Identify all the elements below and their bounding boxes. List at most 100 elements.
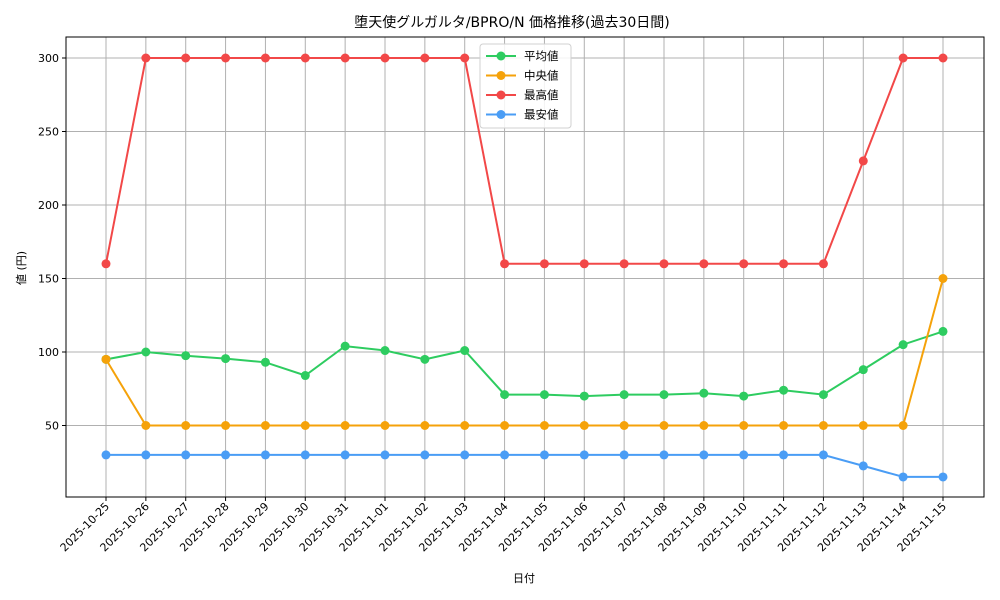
- data-point: [380, 450, 390, 460]
- data-point: [221, 450, 231, 460]
- legend-box: [479, 43, 572, 129]
- data-point: [699, 450, 709, 460]
- series-1: [101, 274, 948, 430]
- data-point: [779, 385, 789, 395]
- data-point: [460, 450, 470, 460]
- data-point: [539, 450, 549, 460]
- data-point: [898, 53, 908, 63]
- data-point: [739, 450, 749, 460]
- series-3: [101, 450, 948, 482]
- data-point: [619, 421, 629, 430]
- legend-item: 最高値: [486, 88, 559, 102]
- data-point: [938, 472, 948, 482]
- data-point: [500, 450, 510, 460]
- series-0: [101, 326, 948, 401]
- data-point: [181, 450, 191, 460]
- chart-title: 堕天使グルガルタ/BPRO/N 価格推移(過去30日間): [354, 14, 669, 31]
- data-point: [818, 450, 828, 460]
- data-point: [858, 365, 868, 375]
- data-point: [420, 450, 430, 460]
- data-point: [141, 421, 151, 430]
- data-point: [539, 421, 549, 430]
- data-point: [898, 340, 908, 350]
- data-point: [181, 421, 191, 430]
- legend-marker-icon: [496, 90, 506, 100]
- data-point: [380, 53, 390, 63]
- y-tick-label: 200: [38, 199, 59, 212]
- y-tick-label: 300: [38, 52, 59, 65]
- data-point: [818, 390, 828, 400]
- data-point: [539, 390, 549, 400]
- data-point: [181, 53, 191, 63]
- data-point: [500, 259, 510, 269]
- x-axis-label: 日付: [513, 572, 535, 585]
- data-point: [141, 53, 151, 63]
- legend-label: 平均値: [524, 49, 559, 63]
- series-line: [105, 57, 943, 265]
- data-point: [460, 346, 470, 356]
- data-point: [699, 421, 709, 430]
- data-point: [858, 421, 868, 430]
- data-point: [938, 274, 948, 283]
- data-point: [539, 259, 549, 269]
- data-point: [340, 421, 350, 430]
- data-point: [101, 450, 111, 460]
- data-point: [779, 421, 789, 430]
- legend-label: 最安値: [524, 108, 559, 122]
- y-tick-label: 150: [38, 273, 59, 286]
- y-tick-label: 100: [38, 346, 59, 359]
- data-point: [779, 450, 789, 460]
- plot-frame: [65, 36, 985, 498]
- data-point: [579, 450, 589, 460]
- data-point: [898, 421, 908, 430]
- data-point: [858, 461, 868, 471]
- data-point: [500, 390, 510, 400]
- data-point: [579, 391, 589, 401]
- legend-label: 最高値: [524, 88, 559, 102]
- series-2: [101, 53, 948, 269]
- data-point: [699, 388, 709, 398]
- data-point: [460, 53, 470, 63]
- legend-marker-icon: [496, 71, 506, 80]
- y-tick-label: 250: [38, 126, 59, 139]
- data-point: [300, 53, 310, 63]
- data-point: [699, 259, 709, 269]
- data-point: [420, 53, 430, 63]
- data-point: [221, 53, 231, 63]
- y-axis-label: 値 (円): [15, 251, 28, 285]
- data-point: [739, 391, 749, 401]
- data-point: [858, 156, 868, 166]
- legend-label: 中央値: [524, 69, 559, 83]
- data-point: [260, 421, 270, 430]
- data-point: [141, 450, 151, 460]
- data-point: [380, 421, 390, 430]
- data-point: [500, 421, 510, 430]
- legend-marker-icon: [496, 51, 506, 61]
- data-point: [739, 421, 749, 430]
- legend-marker-icon: [496, 110, 506, 119]
- data-point: [739, 259, 749, 269]
- data-point: [579, 421, 589, 430]
- data-point: [619, 450, 629, 460]
- series-lines: [101, 53, 948, 482]
- data-point: [340, 341, 350, 351]
- data-point: [420, 354, 430, 364]
- data-point: [460, 421, 470, 430]
- data-point: [221, 421, 231, 430]
- series-line: [106, 453, 943, 478]
- data-point: [818, 259, 828, 269]
- y-tick-label: 50: [45, 420, 59, 433]
- data-point: [619, 259, 629, 269]
- data-point: [300, 421, 310, 430]
- data-point: [818, 421, 828, 430]
- data-point: [659, 259, 669, 269]
- x-axis: 2025-10-252025-10-262025-10-272025-10-28…: [58, 497, 949, 554]
- legend-item: 中央値: [486, 69, 559, 83]
- data-point: [101, 354, 111, 364]
- data-point: [938, 53, 948, 63]
- series-line: [105, 278, 944, 427]
- series-line: [105, 330, 944, 398]
- data-point: [420, 421, 430, 430]
